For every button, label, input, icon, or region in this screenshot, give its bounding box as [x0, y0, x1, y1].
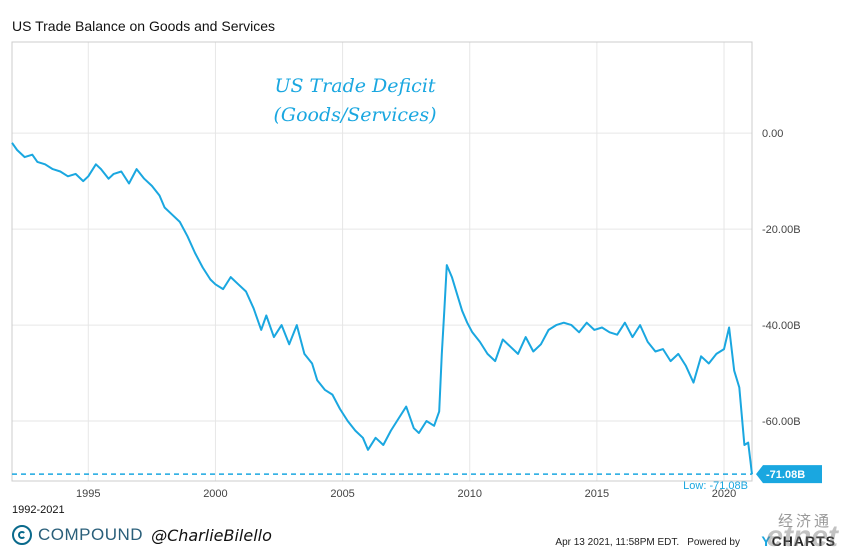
brand: COMPOUND @CharlieBilello [12, 522, 272, 548]
annotation-line-2: (Goods/Services) [274, 104, 437, 126]
chart-title: US Trade Balance on Goods and Services [12, 18, 276, 34]
series-line [11, 142, 753, 475]
brand-handle: @CharlieBilello [151, 525, 272, 545]
x-tick-label: 1995 [76, 488, 100, 500]
watermark-cn: 经济通 [777, 513, 832, 530]
watermark-etnet: etnet [766, 520, 838, 553]
y-tick-label: -40.00B [762, 320, 801, 332]
grid-lines [12, 42, 752, 481]
plot-frame [11, 41, 753, 482]
timestamp: Apr 13 2021, 11:58PM EDT. [555, 537, 680, 548]
ycharts-logo: YCHARTS [761, 533, 836, 549]
x-tick-label: 2000 [203, 488, 227, 500]
compound-logo-icon [12, 525, 32, 545]
powered-by: Powered by [687, 537, 740, 548]
date-range: 1992-2021 [12, 504, 65, 516]
brand-name: COMPOUND [38, 525, 144, 544]
axis-ticks: 1995 2000 2005 2010 2015 2020 0.00 -20.00B -40.0… [76, 128, 800, 500]
x-tick-label: 2005 [330, 488, 354, 500]
low-label: Low: -71.08B [683, 480, 748, 492]
last-value-label: -71.08B [766, 469, 805, 481]
y-tick-label: -60.00B [762, 416, 801, 428]
y-tick-label: -20.00B [762, 224, 801, 236]
x-tick-label: 2010 [457, 488, 481, 500]
footer-info: Apr 13 2021, 11:58PM EDT. Powered by [555, 537, 740, 548]
ycharts-logo-y: Y [761, 533, 772, 549]
ycharts-logo-rest: CHARTS [771, 533, 836, 549]
y-tick-label: 0.00 [762, 128, 783, 140]
x-tick-label: 2020 [712, 488, 736, 500]
annotation-line-1: US Trade Deficit [274, 75, 435, 97]
x-tick-label: 2015 [585, 488, 609, 500]
last-value-badge: -71.08B [756, 465, 822, 484]
last-value-badge-shape [756, 465, 822, 484]
